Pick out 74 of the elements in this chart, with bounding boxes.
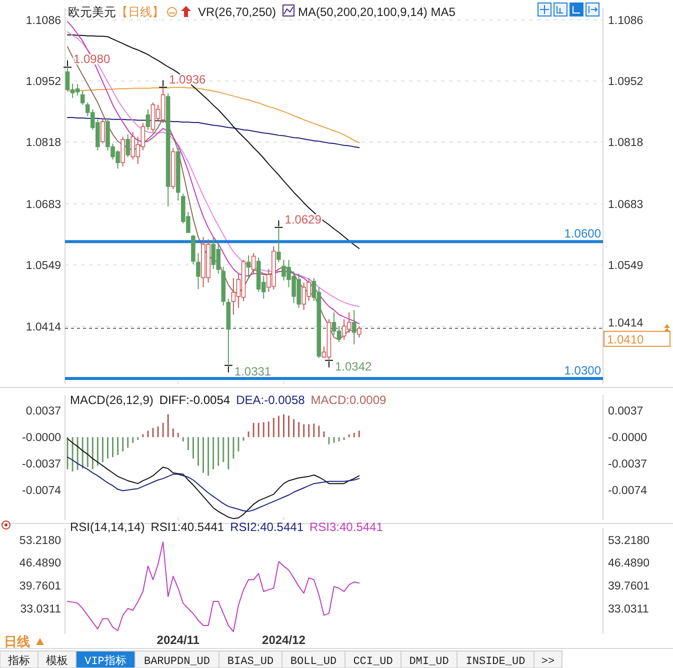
text: DMI_UD [409, 656, 450, 668]
y-tick-label: 46.4890 [19, 558, 61, 570]
text: 指标 [7, 655, 30, 668]
candlestick [120, 136, 125, 167]
line-series [67, 438, 360, 520]
x-tick-label: 2024/11 [156, 633, 200, 647]
text: INSIDE_UD [466, 656, 526, 668]
y-tick-label: 39.7601 [19, 580, 61, 593]
candlestick [146, 108, 150, 130]
annotation: 1.0331 [234, 364, 272, 378]
ref-line-label: 1.0600 [564, 226, 602, 241]
annotation: 1.0629 [284, 212, 322, 226]
chart-title: RSI(14,14,14) [70, 520, 145, 534]
y2-tick-label: 33.0311 [608, 603, 649, 616]
y-tick-label: 1.0818 [26, 137, 61, 150]
y2-tick-label: -0.0000 [608, 432, 648, 444]
y2-tick-label: 1.0952 [608, 76, 644, 88]
candlestick [352, 310, 356, 345]
text: >> [541, 656, 555, 668]
y-tick-label: -0.0000 [22, 432, 61, 444]
line-series [67, 456, 360, 512]
y-tick-label: 1.0549 [26, 260, 61, 272]
y2-tick-label: 1.1086 [608, 14, 644, 27]
y2-tick-label: 46.4890 [608, 558, 650, 570]
y2-tick-label: 39.7601 [608, 580, 650, 593]
y2-tick-label: 1.0414 [608, 318, 644, 330]
annotation: RSI2:40.5441 [230, 520, 304, 534]
annotation: RSI1:40.5441 [150, 520, 224, 534]
y2-tick-label: 0.0037 [608, 406, 644, 418]
text: CCI_UD [353, 656, 394, 668]
text: BARUPDN_UD [144, 656, 210, 668]
y2-tick-label: 1.0549 [608, 260, 644, 272]
chart-title: MACD(26,12,9) [70, 393, 154, 407]
candlestick [126, 134, 130, 158]
series-label: MACD:0.0009 [310, 393, 386, 407]
y-tick-label: 0.0037 [26, 406, 61, 418]
line-series [67, 541, 360, 632]
y-tick-label: -0.0037 [22, 458, 61, 471]
text: DEA:-0.0058 [236, 393, 306, 407]
candlestick [276, 228, 281, 263]
y-tick-label: -0.0074 [22, 485, 62, 497]
y2-tick-label: -0.0074 [608, 485, 648, 497]
candlestick [251, 252, 256, 274]
annotation: MA(50,200,20,100,9,14) MA5 [298, 5, 456, 19]
text: BIAS_UD [227, 656, 274, 668]
text: BOLL_UD [290, 656, 337, 668]
text: VIP指标 [84, 655, 126, 668]
y-tick-label: 33.0311 [20, 603, 61, 616]
y2-tick-label: 1.0683 [608, 198, 644, 211]
text: RSI3:40.5441 [310, 520, 384, 534]
line-series [67, 34, 360, 249]
y-tick-label: 53.2180 [19, 534, 61, 547]
candlestick [246, 254, 251, 279]
text: 日线 [4, 634, 30, 649]
y2-tick-label: 53.2180 [608, 534, 650, 547]
candlestick [196, 252, 200, 290]
y2-tick-label: 1.0818 [608, 137, 644, 150]
chart-title: 欧元美元 [68, 5, 116, 19]
annotation: 1.0342 [334, 359, 372, 374]
x-tick-label: 2024/12 [262, 633, 306, 647]
candlestick [356, 326, 362, 338]
ref-line-label: 1.0410 [607, 332, 644, 346]
y-tick-label: 1.0414 [26, 322, 62, 334]
chart-subtitle: 【日线】 [116, 5, 164, 19]
y-tick-label: 1.1086 [26, 14, 61, 27]
y-tick-label: 1.0683 [26, 198, 61, 211]
y2-tick-label: -0.0037 [608, 458, 648, 471]
text: 模板 [46, 655, 68, 668]
candlestick [80, 90, 85, 106]
y-tick-label: 1.0952 [26, 76, 61, 88]
annotation: VR(26,70,250) [198, 5, 276, 19]
candlestick [100, 118, 105, 144]
ref-line-label: 1.0300 [564, 364, 602, 378]
text: DIFF:-0.0054 [159, 393, 230, 407]
